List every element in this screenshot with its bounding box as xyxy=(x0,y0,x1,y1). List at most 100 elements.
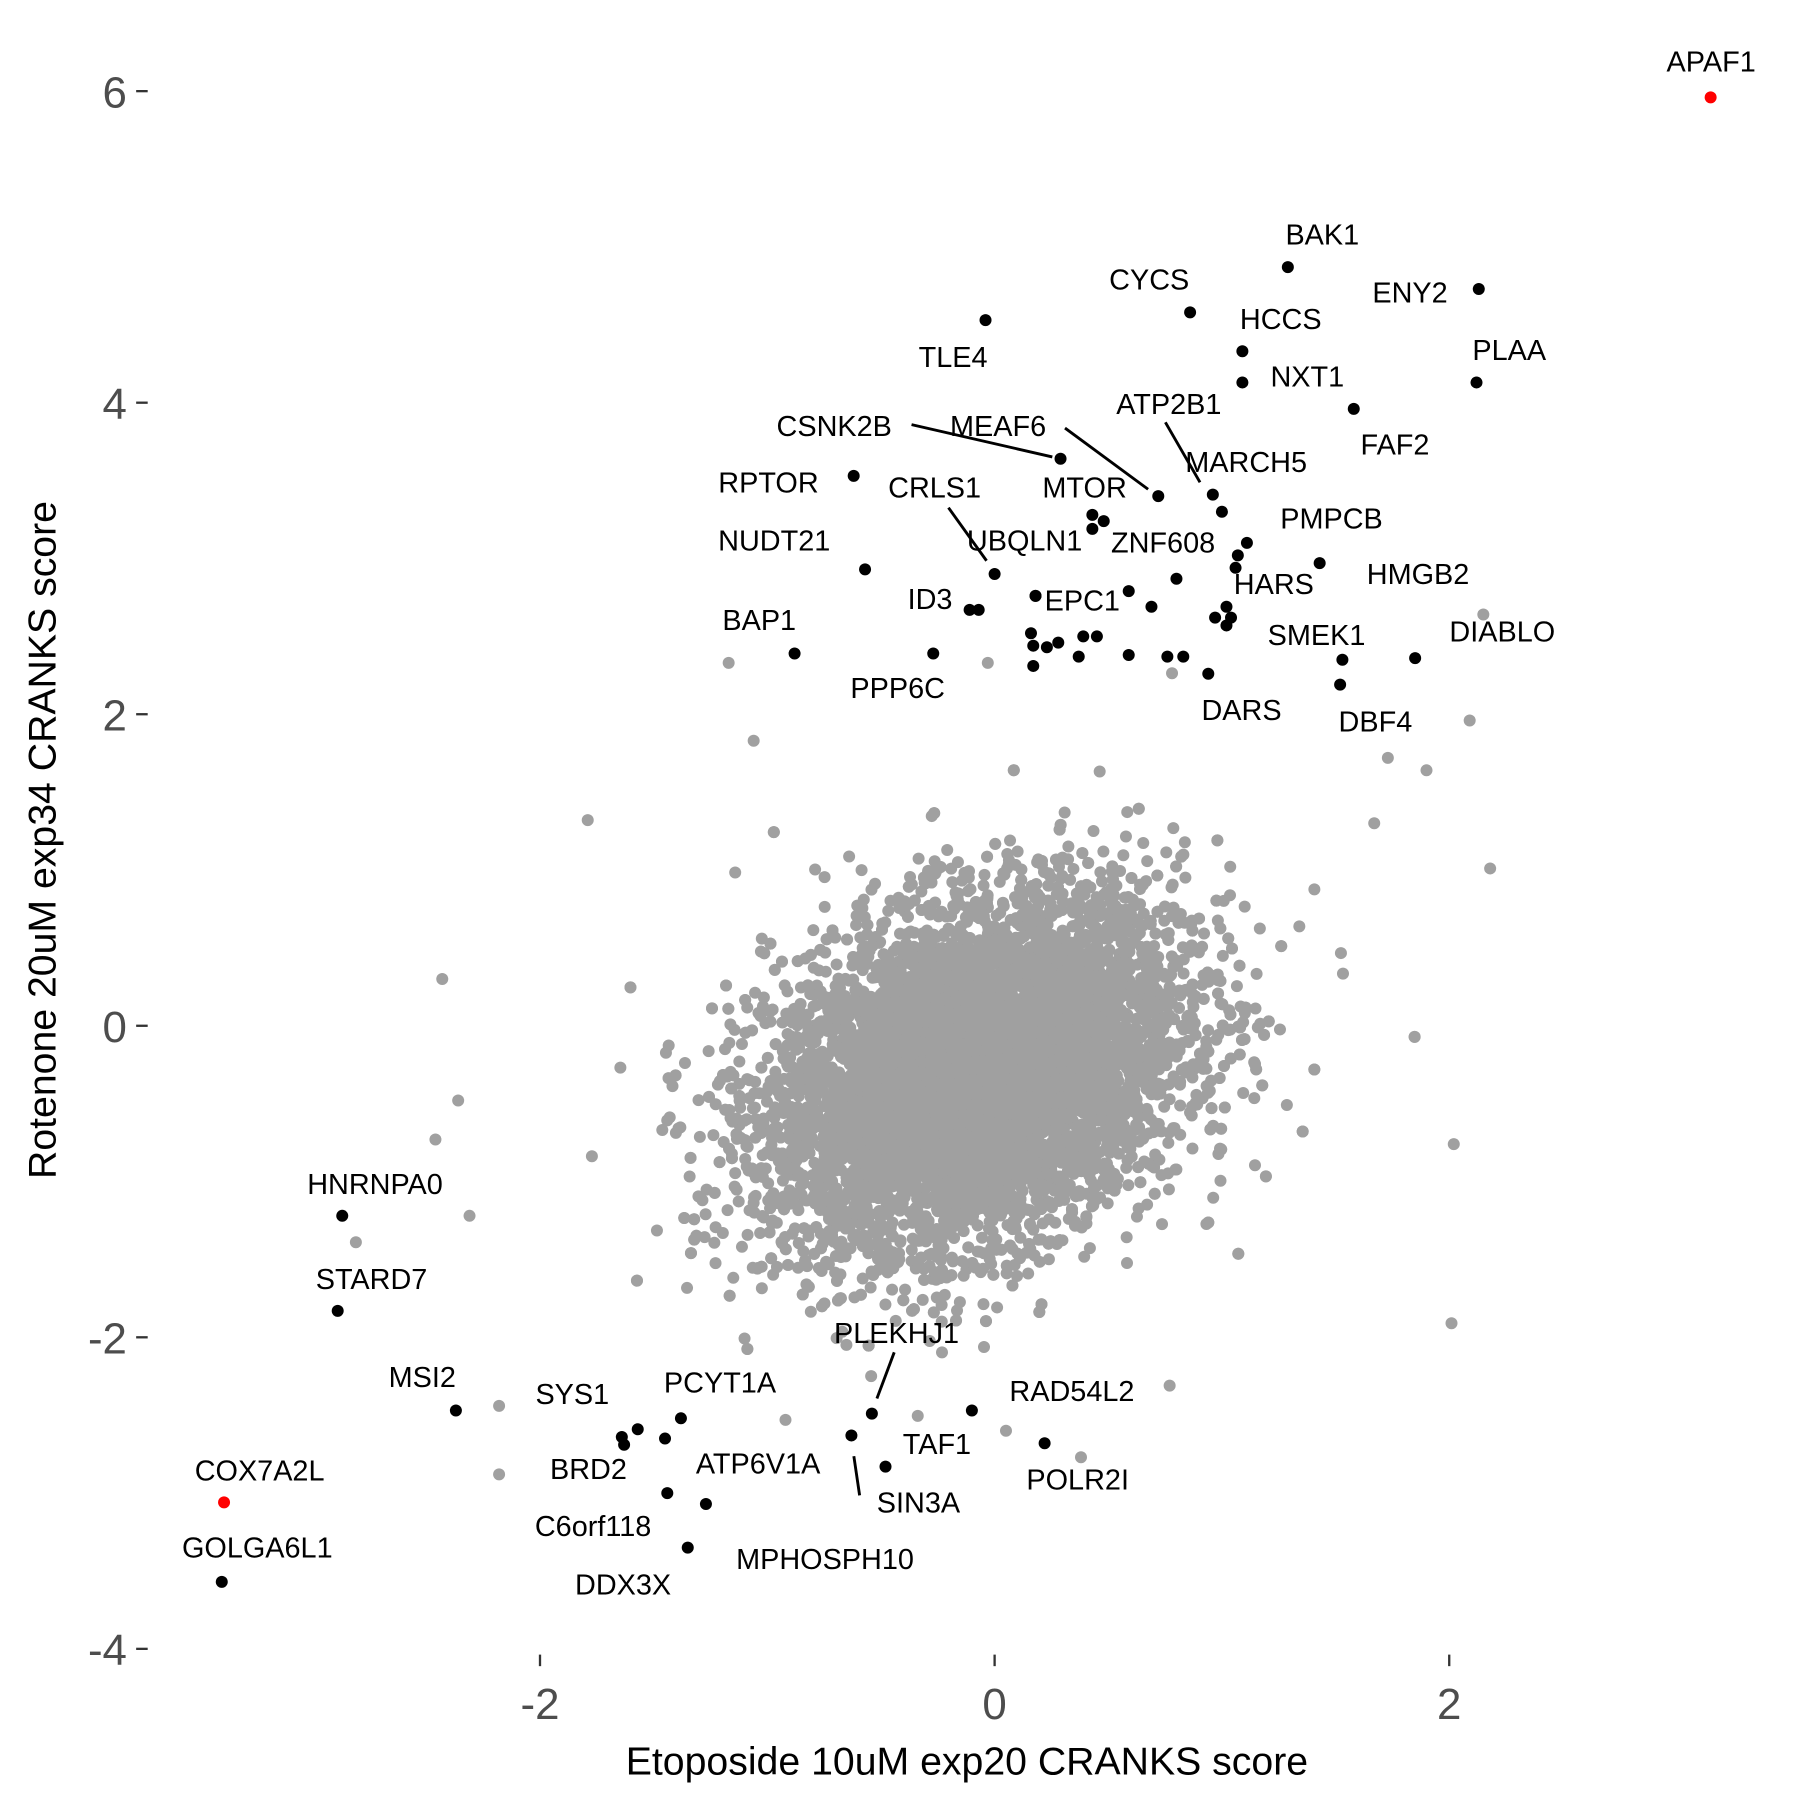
background-point xyxy=(962,885,975,898)
background-point xyxy=(1140,1102,1153,1115)
background-point xyxy=(1136,878,1149,891)
background-point xyxy=(702,1045,715,1058)
background-point xyxy=(1137,837,1150,850)
background-point xyxy=(1004,834,1017,847)
background-point xyxy=(1216,949,1229,962)
background-point xyxy=(935,1346,948,1359)
background-point xyxy=(755,1282,768,1295)
background-point xyxy=(1186,1142,1199,1155)
background-point xyxy=(855,864,868,877)
background-point xyxy=(1093,765,1106,778)
background-point xyxy=(741,1228,754,1241)
background-point xyxy=(732,1195,745,1208)
background-point xyxy=(941,844,954,857)
background-point xyxy=(911,1409,924,1422)
background-point xyxy=(1198,927,1211,940)
background-point xyxy=(983,1253,996,1266)
background-point xyxy=(991,1301,1004,1314)
background-point xyxy=(908,926,921,939)
background-point xyxy=(864,1281,877,1294)
background-point xyxy=(830,958,843,971)
background-point xyxy=(956,1255,969,1268)
background-point xyxy=(974,1266,987,1279)
background-point xyxy=(977,1341,990,1354)
background-point xyxy=(764,1015,777,1028)
background-point xyxy=(699,1208,712,1221)
background-point xyxy=(1122,1179,1135,1192)
background-point xyxy=(1078,1250,1091,1263)
background-point xyxy=(1141,855,1154,868)
background-point xyxy=(818,900,831,913)
background-point xyxy=(707,1129,720,1142)
background-point xyxy=(912,852,925,865)
background-point xyxy=(721,1204,734,1217)
background-point xyxy=(807,924,820,937)
background-point xyxy=(678,1056,691,1069)
background-point xyxy=(935,905,948,918)
background-point xyxy=(1334,947,1347,960)
background-point xyxy=(862,1247,875,1260)
background-point xyxy=(1237,1086,1250,1099)
background-point xyxy=(1162,1183,1175,1196)
background-point xyxy=(681,1281,694,1294)
background-point xyxy=(1249,1002,1262,1015)
background-point xyxy=(1022,1267,1035,1280)
background-point xyxy=(693,1130,706,1143)
background-point xyxy=(843,850,856,863)
background-point xyxy=(1238,900,1251,913)
background-point xyxy=(905,1243,918,1256)
background-point xyxy=(916,1293,929,1306)
background-point xyxy=(1196,940,1209,953)
background-point xyxy=(709,1257,722,1270)
background-point xyxy=(1162,1136,1175,1149)
background-point xyxy=(855,1218,868,1231)
background-point xyxy=(1160,846,1173,859)
background-point xyxy=(957,1225,970,1238)
background-point xyxy=(727,1271,740,1284)
background-point xyxy=(946,876,959,889)
background-point xyxy=(818,871,831,884)
background-point xyxy=(614,1061,627,1074)
background-point xyxy=(1293,920,1306,933)
background-point xyxy=(1067,862,1080,875)
background-point xyxy=(738,1332,751,1345)
background-point xyxy=(1174,1099,1187,1112)
background-point xyxy=(1179,871,1192,884)
background-point xyxy=(1148,940,1161,953)
background-point xyxy=(1049,1216,1062,1229)
background-point xyxy=(865,1370,878,1383)
background-point xyxy=(749,986,762,999)
background-point xyxy=(1156,1218,1169,1231)
background-point xyxy=(757,991,770,1004)
background-point xyxy=(735,1037,748,1050)
background-point xyxy=(804,1305,817,1318)
background-point xyxy=(585,1150,598,1163)
background-point xyxy=(709,1221,722,1234)
background-point xyxy=(1214,1174,1227,1187)
background-point xyxy=(1336,967,1349,980)
background-point xyxy=(1011,1269,1024,1282)
background-point xyxy=(1212,1028,1225,1041)
background-point xyxy=(749,1131,762,1144)
background-point xyxy=(666,1080,679,1093)
background-point xyxy=(882,904,895,917)
background-point xyxy=(1087,824,1100,837)
background-point xyxy=(1202,1024,1215,1037)
background-point xyxy=(856,1272,869,1285)
background-point xyxy=(1058,806,1071,819)
background-point xyxy=(978,868,991,881)
background-point xyxy=(1083,1242,1096,1255)
background-point xyxy=(1120,1161,1133,1174)
background-point xyxy=(1224,860,1237,873)
background-point xyxy=(889,1314,902,1327)
background-points xyxy=(349,608,1497,1481)
background-point xyxy=(977,879,990,892)
background-point xyxy=(1042,1253,1055,1266)
background-point xyxy=(957,1269,970,1282)
background-point xyxy=(923,1335,936,1348)
background-point xyxy=(1248,1159,1261,1172)
background-point xyxy=(1273,1023,1286,1036)
background-point xyxy=(840,1338,853,1351)
background-point xyxy=(850,919,863,932)
